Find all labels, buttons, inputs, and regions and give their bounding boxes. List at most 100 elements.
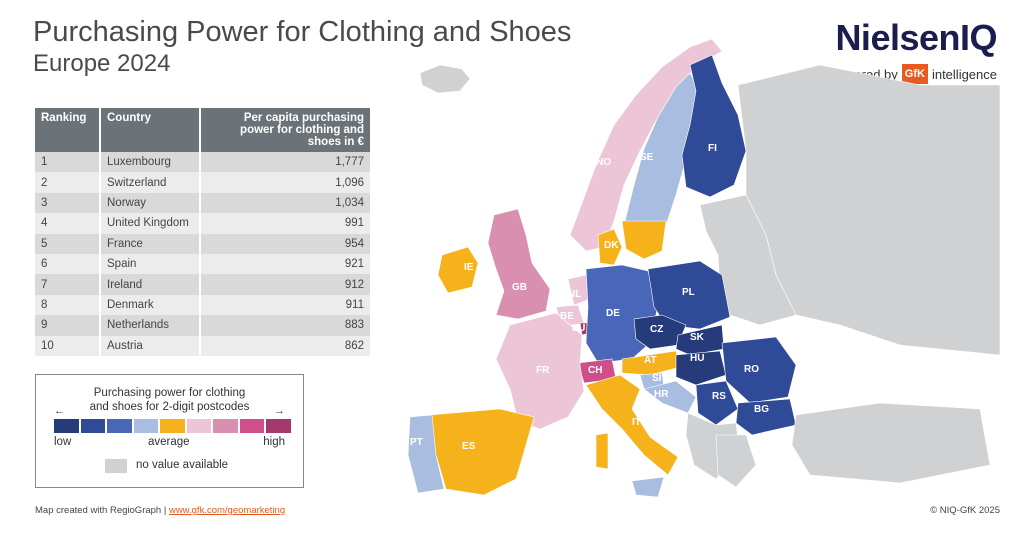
country-cell: United Kingdom (100, 213, 201, 234)
table-header-row: Ranking Country Per capita purchasing po… (35, 108, 370, 152)
country-cell: Norway (100, 192, 201, 214)
country-cell: Luxembourg (100, 152, 201, 173)
header-country: Country (100, 108, 201, 152)
label-it: IT (632, 417, 641, 428)
label-bg: BG (754, 404, 769, 415)
table-row: 5 France 954 (35, 233, 370, 254)
arrow-left-icon: ← (54, 405, 65, 417)
rank-cell: 4 (35, 213, 101, 234)
page-subtitle: Europe 2024 (33, 50, 171, 77)
label-at: AT (644, 355, 657, 366)
legend-swatch-4 (133, 419, 158, 433)
label-si: SI (652, 373, 662, 384)
table-row: 8 Denmark 911 (35, 294, 370, 316)
ranking-table: Ranking Country Per capita purchasing po… (35, 108, 370, 356)
rank-cell: 1 (35, 152, 101, 173)
legend-swatch-2 (80, 419, 105, 433)
table-row: 6 Spain 921 (35, 253, 370, 275)
label-gb: GB (512, 282, 527, 293)
value-cell: 1,096 (200, 172, 370, 193)
country-cell: Spain (100, 253, 201, 275)
country-cell: Austria (100, 335, 201, 356)
region-sicily (631, 476, 665, 498)
region-italy (585, 374, 679, 476)
value-cell: 921 (200, 253, 370, 275)
intelligence-text: intelligence (931, 66, 997, 82)
table-row: 2 Switzerland 1,096 (35, 172, 370, 193)
header-ranking: Ranking (35, 108, 101, 152)
legend-swatch-5 (160, 419, 185, 433)
region-serbia (695, 380, 739, 426)
label-pt: PT (410, 437, 423, 448)
region-france (495, 312, 585, 430)
legend-no-value-label: no value available (136, 459, 229, 471)
region-portugal (407, 414, 445, 494)
geomarketing-link[interactable]: www.gfk.com/geomarketing (168, 505, 286, 516)
value-cell: 991 (200, 213, 370, 234)
table-row: 4 United Kingdom 991 (35, 213, 370, 234)
label-ch: CH (588, 365, 602, 376)
table-row: 3 Norway 1,034 (35, 192, 370, 214)
value-cell: 1,777 (200, 152, 370, 173)
country-cell: Netherlands (100, 315, 201, 336)
country-cell: Denmark (100, 294, 201, 316)
table-row: 10 Austria 862 (35, 335, 370, 356)
rank-cell: 9 (35, 315, 101, 336)
label-ro: RO (744, 364, 759, 375)
rank-cell: 6 (35, 253, 101, 275)
legend-title: Purchasing power for clothing and shoes … (36, 386, 303, 414)
rank-cell: 7 (35, 274, 101, 295)
table-row: 1 Luxembourg 1,777 (35, 152, 370, 173)
region-finland (681, 54, 747, 198)
map-credit: Map created with RegioGraph | www.gfk.co… (35, 505, 285, 516)
legend-high-label: high (263, 436, 285, 448)
label-nl: NL (568, 289, 581, 300)
brand-block: NielsenIQ powered by GfK intelligence (831, 18, 998, 84)
label-es: ES (462, 441, 476, 452)
region-germany (585, 264, 659, 364)
value-cell: 954 (200, 233, 370, 254)
region-great-britain (487, 208, 551, 320)
country-cell: Ireland (100, 274, 201, 295)
label-sk: SK (690, 332, 705, 343)
label-hu: HU (690, 353, 704, 364)
legend-title-line2: and shoes for 2-digit postcodes (89, 401, 250, 413)
region-sardinia (595, 432, 609, 470)
europe-map: NO SE FI DK IE GB NL BE LU DE PL CZ SK F… (407, 38, 1000, 498)
legend-swatch-8 (239, 419, 264, 433)
region-poland (647, 260, 731, 330)
label-no: NO (596, 157, 611, 168)
label-de: DE (606, 308, 620, 319)
region-denmark (597, 228, 623, 266)
region-turkey (791, 402, 991, 484)
rank-cell: 10 (35, 335, 101, 356)
label-se: SE (640, 152, 654, 163)
table-row: 9 Netherlands 883 (35, 315, 370, 336)
region-iceland (419, 64, 471, 94)
region-bulgaria (735, 398, 797, 436)
gfk-logo-icon: GfK (901, 64, 928, 84)
legend-swatch-6 (186, 419, 211, 433)
region-sweden-south (621, 220, 667, 260)
legend-low-label: low (54, 436, 72, 448)
label-hr: HR (654, 389, 669, 400)
legend-swatch-9 (266, 419, 291, 433)
country-cell: Switzerland (100, 172, 201, 193)
legend-no-value-swatch (105, 459, 127, 473)
label-lu: LU (572, 323, 585, 334)
label-fr: FR (536, 365, 550, 376)
value-cell: 862 (200, 335, 370, 356)
label-be: BE (560, 311, 574, 322)
rank-cell: 8 (35, 294, 101, 316)
label-dk: DK (604, 240, 619, 251)
region-greece (715, 434, 757, 488)
rank-cell: 5 (35, 233, 101, 254)
map-legend: Purchasing power for clothing and shoes … (35, 374, 304, 488)
header-purchasing-power: Per capita purchasing power for clothing… (200, 108, 370, 152)
legend-swatch-3 (107, 419, 132, 433)
label-fi: FI (708, 143, 717, 154)
region-croatia (643, 380, 697, 414)
value-cell: 912 (200, 274, 370, 295)
region-austria (621, 350, 681, 376)
credit-text: Map created with RegioGraph | (35, 505, 167, 516)
